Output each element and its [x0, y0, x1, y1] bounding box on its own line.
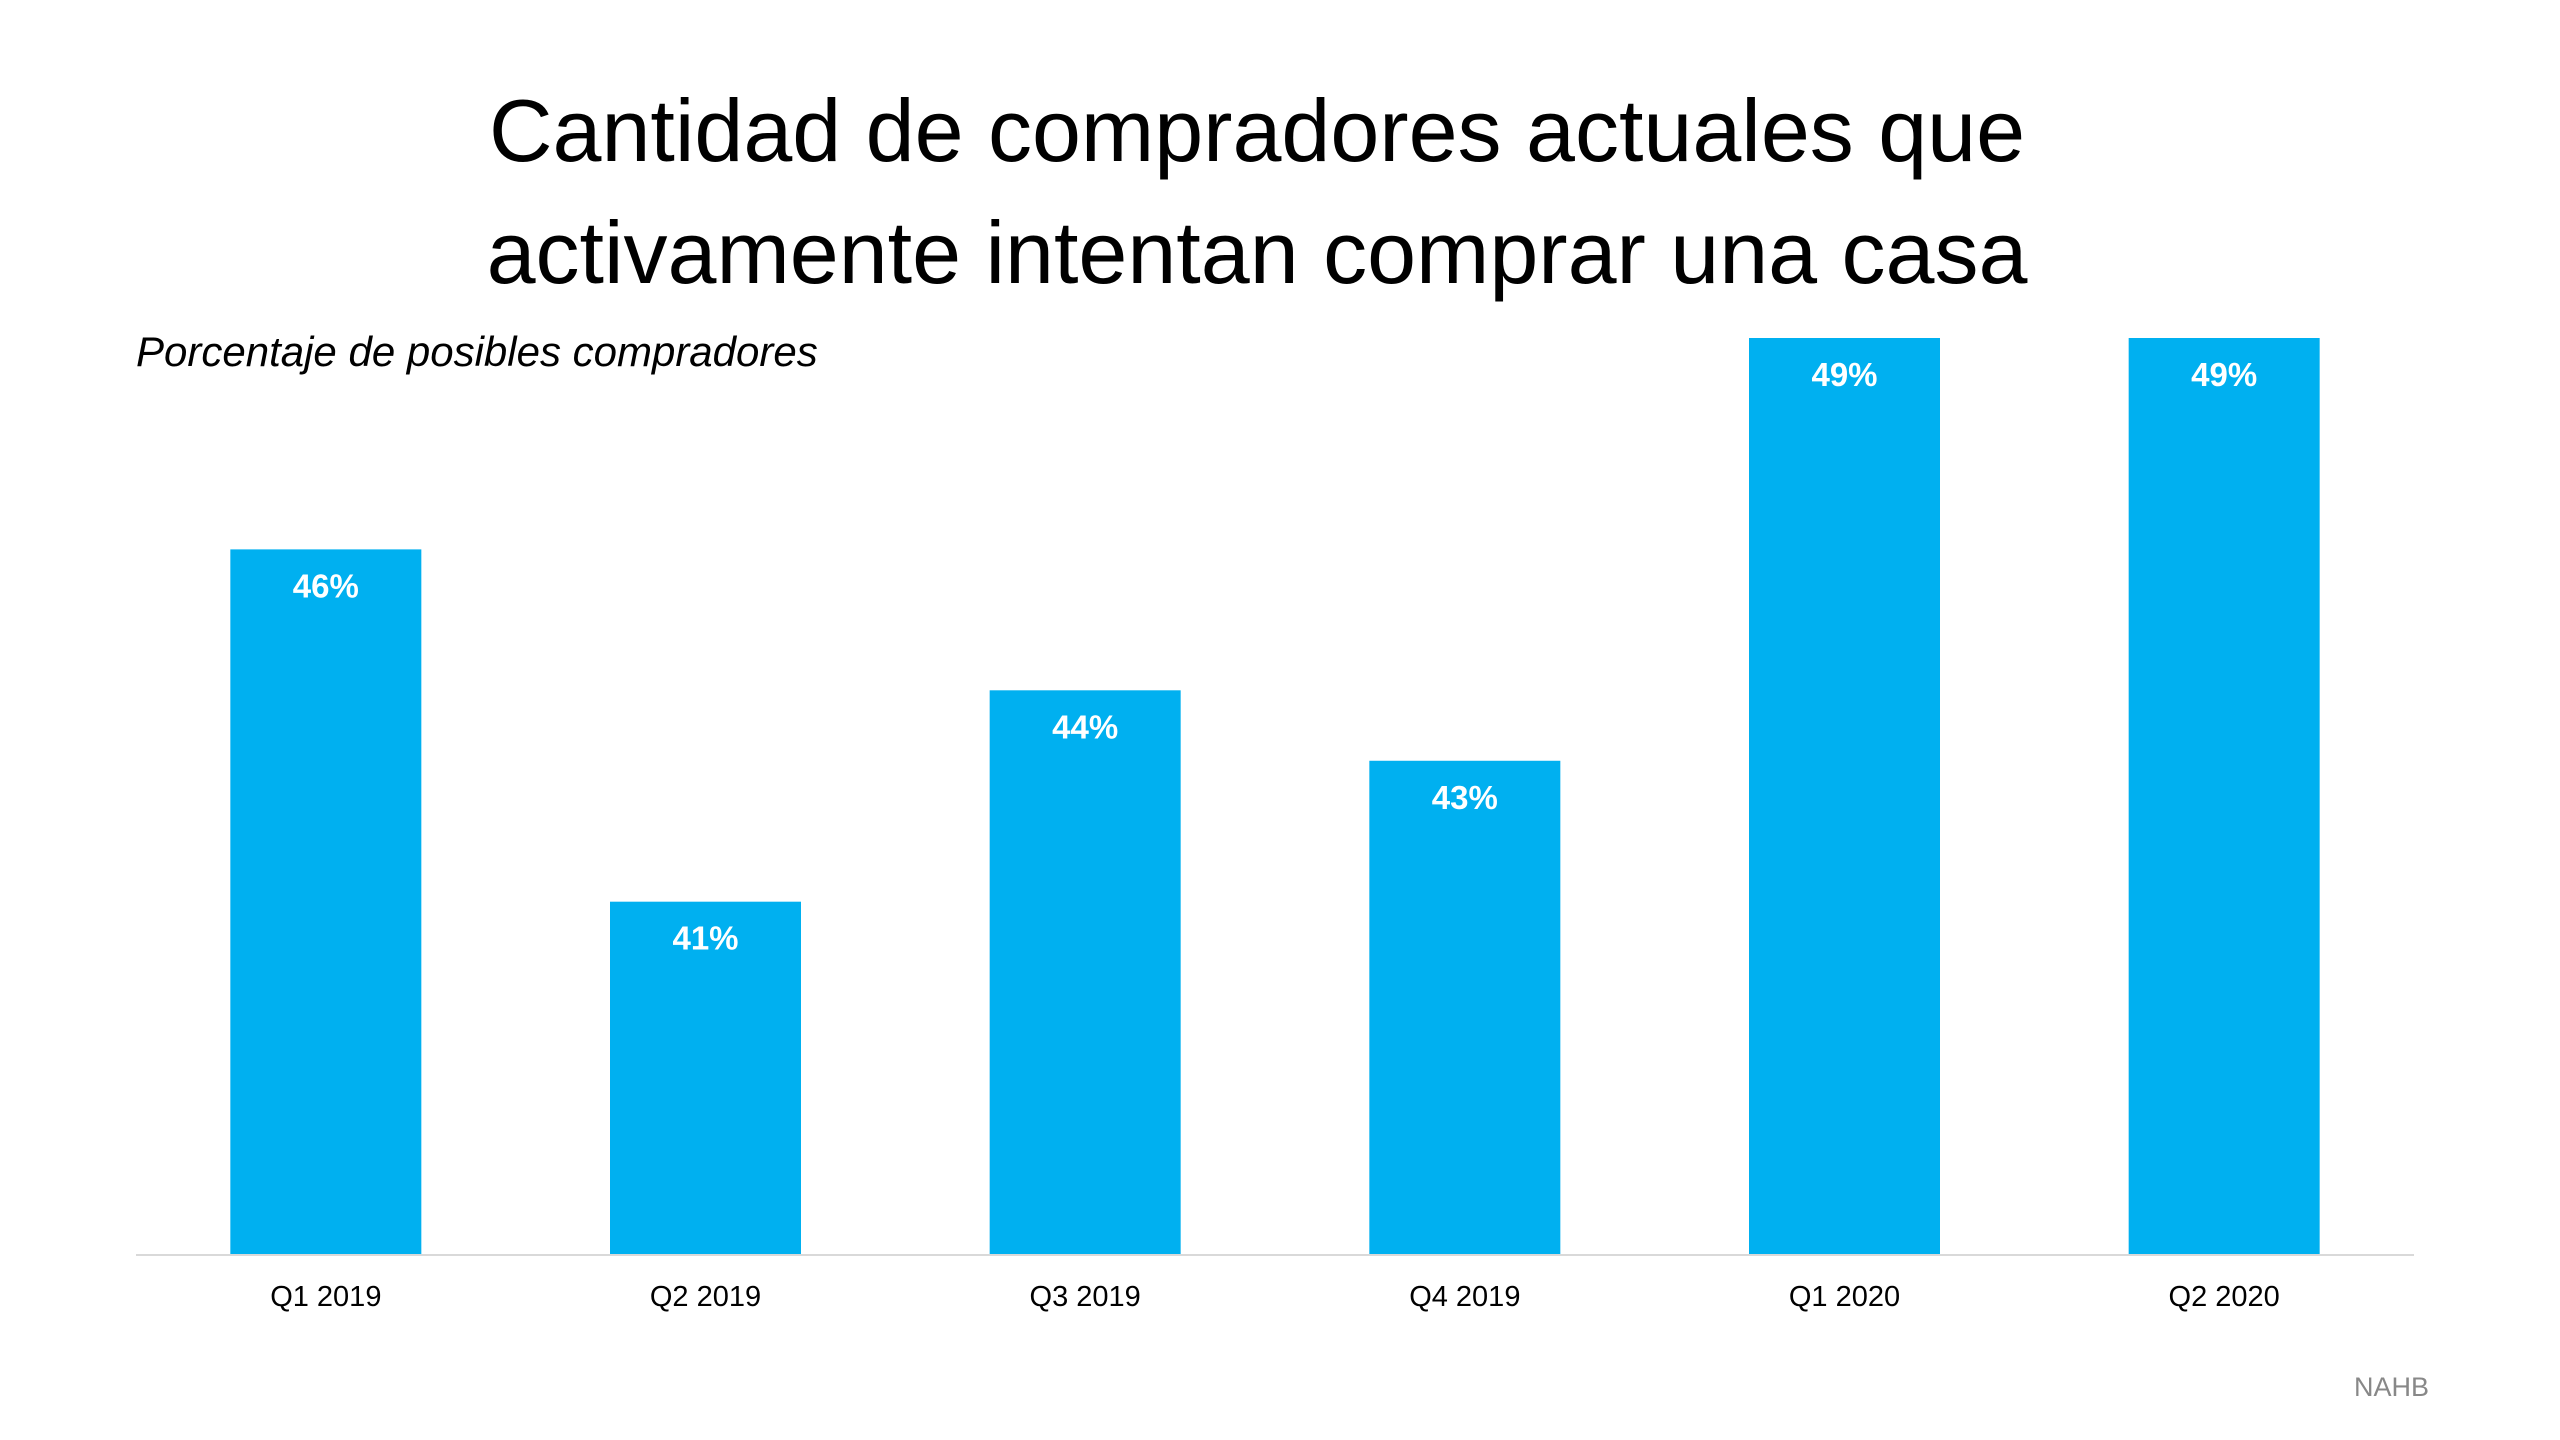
title-line-1: Cantidad de compradores actuales que	[488, 81, 2026, 180]
bar	[610, 901, 801, 1254]
chart-subtitle: Porcentaje de posibles compradores	[136, 328, 818, 375]
data-label: 49%	[2191, 356, 2257, 393]
bar	[2128, 338, 2320, 1254]
bar	[989, 690, 1181, 1254]
x-tick-label: Q4 2019	[1409, 1281, 1520, 1313]
x-tick-label: Q2 2019	[650, 1281, 761, 1313]
data-label: 43%	[1432, 779, 1498, 816]
data-label: 44%	[1052, 708, 1118, 745]
data-label: 46%	[293, 567, 359, 604]
source-label: NAHB	[2354, 1372, 2430, 1402]
title-line-2: activamente intentan comprar una casa	[486, 203, 2028, 302]
bar	[1749, 338, 1940, 1254]
data-label: 41%	[672, 920, 738, 957]
x-tick-label: Q3 2019	[1030, 1281, 1141, 1313]
bar	[230, 549, 422, 1254]
data-label: 49%	[1811, 356, 1877, 393]
chart-title: Cantidad de compradores actuales que act…	[0, 70, 2514, 314]
bar	[1369, 760, 1561, 1254]
x-tick-label: Q1 2019	[270, 1281, 381, 1313]
x-tick-label: Q2 2020	[2169, 1281, 2280, 1313]
x-tick-label: Q1 2020	[1789, 1281, 1900, 1313]
